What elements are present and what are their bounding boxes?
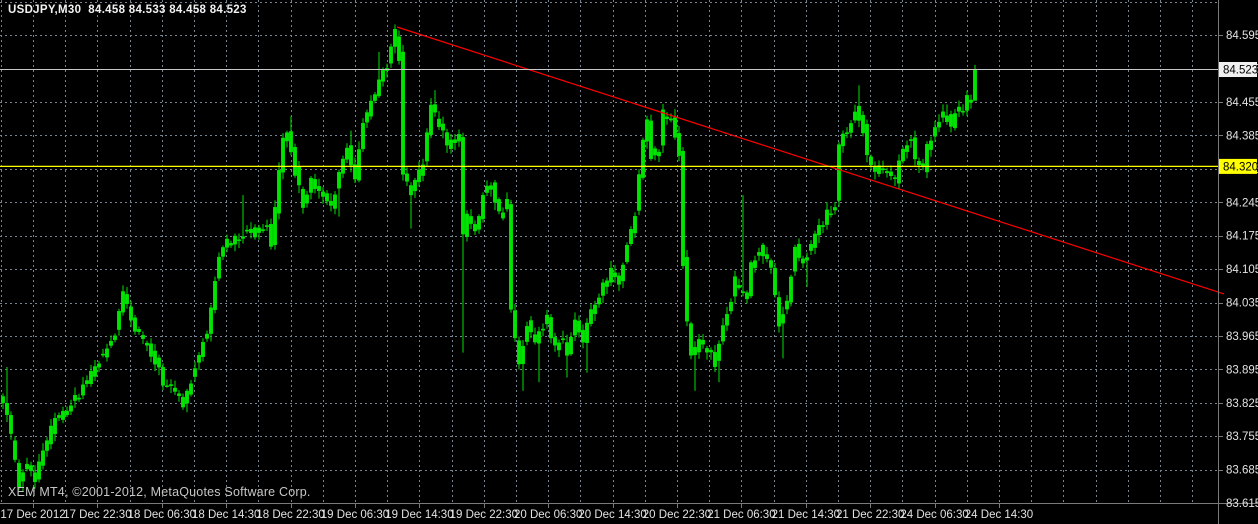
- svg-text:83.825: 83.825: [1226, 398, 1258, 410]
- svg-text:20 Dec 06:30: 20 Dec 06:30: [514, 509, 582, 521]
- svg-text:84.245: 84.245: [1226, 197, 1258, 209]
- chart-title-ohlc: USDJPY,M30 84.458 84.533 84.458 84.523: [8, 4, 247, 16]
- svg-text:19 Dec 14:30: 19 Dec 14:30: [385, 509, 453, 521]
- svg-text:20 Dec 22:30: 20 Dec 22:30: [643, 509, 711, 521]
- svg-text:83.685: 83.685: [1226, 465, 1258, 477]
- svg-text:17 Dec 22:30: 17 Dec 22:30: [63, 509, 131, 521]
- svg-text:84.035: 84.035: [1226, 298, 1258, 310]
- broker-watermark: XEM MT4, ©2001-2012, MetaQuotes Software…: [8, 485, 311, 499]
- svg-text:84.595: 84.595: [1226, 30, 1258, 42]
- svg-text:84.523: 84.523: [1223, 65, 1258, 77]
- svg-text:18 Dec 06:30: 18 Dec 06:30: [128, 509, 196, 521]
- svg-text:18 Dec 22:30: 18 Dec 22:30: [256, 509, 324, 521]
- svg-text:17 Dec 2012: 17 Dec 2012: [0, 509, 65, 521]
- svg-text:84.175: 84.175: [1226, 231, 1258, 243]
- svg-text:21 Dec 22:30: 21 Dec 22:30: [836, 509, 904, 521]
- svg-text:84.455: 84.455: [1226, 97, 1258, 109]
- svg-text:83.755: 83.755: [1226, 431, 1258, 443]
- svg-text:20 Dec 14:30: 20 Dec 14:30: [578, 509, 646, 521]
- svg-text:21 Dec 06:30: 21 Dec 06:30: [707, 509, 775, 521]
- svg-text:84.385: 84.385: [1226, 130, 1258, 142]
- svg-text:83.965: 83.965: [1226, 331, 1258, 343]
- svg-text:19 Dec 22:30: 19 Dec 22:30: [450, 509, 518, 521]
- svg-text:19 Dec 06:30: 19 Dec 06:30: [321, 509, 389, 521]
- svg-text:83.895: 83.895: [1226, 364, 1258, 376]
- svg-text:84.105: 84.105: [1226, 264, 1258, 276]
- svg-text:24 Dec 14:30: 24 Dec 14:30: [965, 509, 1033, 521]
- yellow-line-price-tag: 84.320: [1219, 158, 1258, 174]
- svg-text:84.320: 84.320: [1223, 161, 1258, 173]
- trendline[interactable]: [396, 26, 1225, 295]
- current-price-tag: 84.523: [1219, 62, 1258, 77]
- svg-text:24 Dec 06:30: 24 Dec 06:30: [900, 509, 968, 521]
- svg-text:21 Dec 14:30: 21 Dec 14:30: [772, 509, 840, 521]
- svg-text:83.615: 83.615: [1226, 498, 1258, 510]
- candlesticks: [1, 24, 977, 492]
- svg-text:18 Dec 14:30: 18 Dec 14:30: [192, 509, 260, 521]
